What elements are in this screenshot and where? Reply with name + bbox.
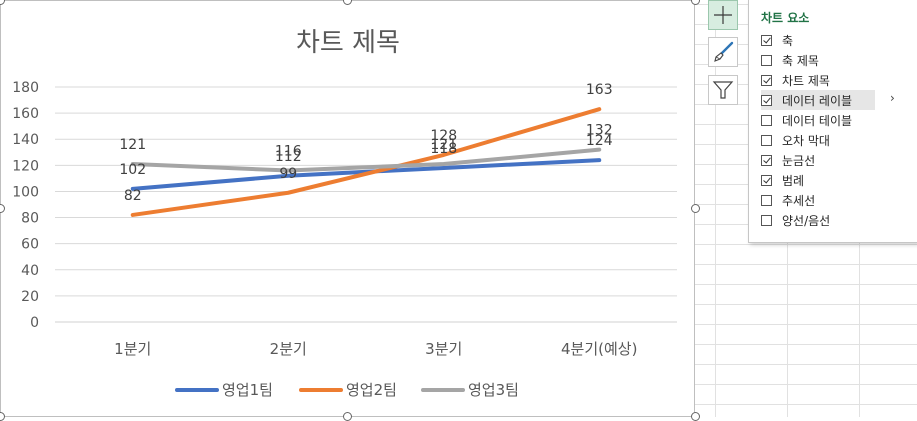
chart-title[interactable]: 차트 제목	[296, 28, 400, 58]
chart-element-label: 범례	[782, 173, 805, 188]
legend-entry[interactable]: 영업1팀	[222, 381, 273, 399]
x-tick-label: 3분기	[425, 340, 462, 358]
data-label[interactable]: 99	[279, 166, 297, 182]
y-tick-label: 20	[21, 289, 39, 305]
resize-handle-right[interactable]	[691, 204, 700, 213]
chart-element-item[interactable]: 데이터 레이블	[761, 90, 875, 110]
y-tick-label: 140	[12, 132, 39, 148]
y-tick-label: 120	[12, 158, 39, 174]
checkbox[interactable]	[761, 94, 772, 106]
legend-entry[interactable]: 영업2팀	[346, 381, 397, 399]
submenu-arrow-icon[interactable]: ›	[890, 91, 895, 105]
y-tick-label: 40	[21, 263, 39, 279]
checkbox[interactable]	[761, 34, 772, 46]
y-tick-label: 60	[21, 237, 39, 253]
data-label[interactable]: 121	[119, 137, 146, 153]
data-label[interactable]: 112	[275, 149, 302, 165]
gridlines	[55, 86, 677, 323]
legend-entry[interactable]: 영업3팀	[468, 381, 519, 399]
chart-element-item[interactable]: 차트 제목	[761, 70, 875, 90]
chart-element-item[interactable]: 추세선	[761, 190, 875, 210]
chart-area[interactable]: 차트 제목 0 20 40 60 80 100 120 140 160 180 1분기 2분기 3분기…	[0, 0, 695, 417]
series-lines[interactable]	[130, 107, 602, 217]
data-label[interactable]: 118	[430, 141, 457, 157]
data-label[interactable]: 163	[586, 82, 613, 98]
funnel-icon	[712, 81, 734, 99]
series-line-3[interactable]	[130, 147, 602, 173]
data-labels[interactable]: 102 112 118 124 82 99 128 163 121 116 121 132	[119, 82, 612, 204]
x-tick-label: 4분기(예상)	[561, 340, 637, 358]
chart-filters-button[interactable]	[708, 75, 738, 105]
chart-element-item[interactable]: 데이터 테이블	[761, 110, 875, 130]
data-label[interactable]: 121	[430, 137, 457, 153]
chart-elements-button[interactable]	[708, 0, 738, 30]
checkbox[interactable]	[761, 74, 772, 86]
checkbox[interactable]	[761, 174, 772, 186]
series-line-2[interactable]	[130, 107, 602, 217]
chart-element-label: 차트 제목	[782, 73, 830, 88]
y-tick-label: 160	[12, 106, 39, 122]
chart-element-item[interactable]: 양선/음선	[761, 210, 875, 230]
chart-element-item[interactable]: 오차 막대	[761, 130, 875, 150]
plus-icon	[714, 6, 732, 24]
data-label[interactable]: 116	[275, 144, 302, 160]
chart-element-label: 양선/음선	[782, 213, 831, 228]
data-label[interactable]: 102	[119, 162, 146, 178]
y-tick-label: 0	[30, 315, 39, 331]
chart-element-item[interactable]: 범례	[761, 170, 875, 190]
checkbox[interactable]	[761, 214, 772, 226]
checkbox[interactable]	[761, 134, 772, 146]
x-tick-label: 2분기	[270, 340, 307, 358]
data-label[interactable]: 82	[124, 188, 142, 204]
resize-handle-top-right[interactable]	[691, 0, 700, 5]
y-tick-label: 100	[12, 184, 39, 200]
brush-icon	[714, 41, 734, 62]
y-tick-label: 80	[21, 211, 39, 227]
chart-element-item[interactable]: 눈금선	[761, 150, 875, 170]
chart-element-label: 눈금선	[782, 153, 816, 168]
chart-styles-button[interactable]	[708, 37, 738, 67]
chart-element-label: 데이터 레이블	[782, 93, 853, 108]
x-axis[interactable]: 1분기 2분기 3분기 4분기(예상)	[114, 340, 637, 358]
chart-element-label: 축	[782, 33, 794, 48]
chart-element-item[interactable]: 축	[761, 30, 875, 50]
chart-element-item[interactable]: 축 제목	[761, 50, 875, 70]
chart-element-label: 추세선	[782, 193, 816, 208]
checkbox[interactable]	[761, 194, 772, 206]
line-chart[interactable]: 차트 제목 0 20 40 60 80 100 120 140 160 180 1분기 2분기 3분기…	[1, 1, 696, 418]
x-tick-label: 1분기	[114, 340, 151, 358]
y-tick-label: 180	[12, 80, 39, 96]
panel-title: 차트 요소	[761, 11, 810, 25]
data-label[interactable]: 128	[430, 128, 457, 144]
chart-element-label: 축 제목	[782, 53, 819, 68]
resize-handle-top-left[interactable]	[0, 0, 5, 5]
chart-element-label: 데이터 테이블	[782, 113, 853, 128]
y-axis[interactable]: 0 20 40 60 80 100 120 140 160 180	[12, 80, 39, 331]
checkbox[interactable]	[761, 114, 772, 126]
legend[interactable]: 영업1팀 영업2팀 영업3팀	[175, 381, 519, 399]
data-label[interactable]: 132	[586, 123, 613, 139]
checkbox[interactable]	[761, 154, 772, 166]
resize-handle-top[interactable]	[343, 0, 352, 5]
chart-element-label: 오차 막대	[782, 133, 830, 148]
data-label[interactable]: 124	[586, 133, 613, 149]
checkbox[interactable]	[761, 54, 772, 66]
resize-handle-left[interactable]	[0, 204, 5, 213]
